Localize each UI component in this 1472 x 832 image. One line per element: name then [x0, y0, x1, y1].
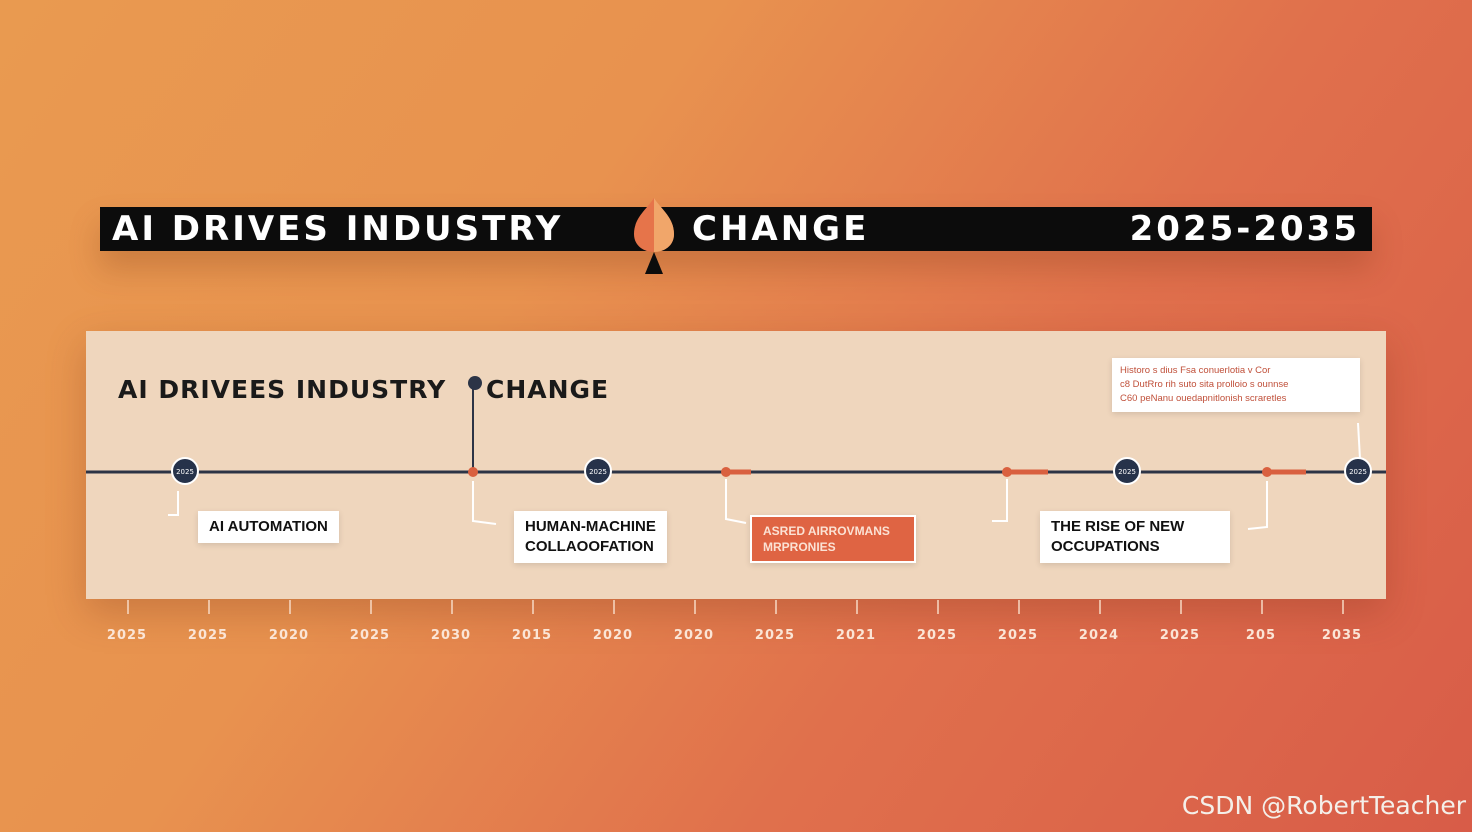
axis-tick [1342, 600, 1344, 614]
axis-tick [937, 600, 939, 614]
axis-tick [289, 600, 291, 614]
connector [168, 491, 179, 516]
note-line: Historo s dius Fsa conuerlotia v Cor [1120, 365, 1271, 376]
timeline-node: 2025 [584, 457, 612, 485]
milestone-highlighted: ASRED AIRROVMANS MRPRONIES [750, 515, 916, 563]
axis-tick [1261, 600, 1263, 614]
axis-year-label: 2035 [1321, 628, 1363, 643]
panel-title-end: CHANGE [486, 375, 610, 404]
accent-dot [1002, 467, 1012, 477]
timeline-panel: AI DRIVEES INDUSTRY CHANGE 2025 2025 202… [86, 331, 1386, 599]
axis-year-label: 2025 [1159, 628, 1201, 643]
axis-tick [1180, 600, 1182, 614]
axis-year-label: 2024 [1078, 628, 1120, 643]
note-box: Historo s dius Fsa conuerlotia v Cor c8 … [1112, 358, 1360, 412]
panel-title: AI DRIVEES INDUSTRY [118, 375, 447, 404]
milestone-label-line: HUMAN-MACHINE [525, 518, 656, 535]
timeline-node: 2025 [1344, 457, 1372, 485]
axis-tick [613, 600, 615, 614]
connector [992, 479, 1008, 522]
pin-dot [468, 467, 478, 477]
pin-head [468, 376, 482, 390]
note-line: c8 DutRro rih suto sita prolloio s ounns… [1120, 379, 1289, 390]
node-label: 2025 [176, 468, 194, 476]
milestone-label-line: MRPRONIES [763, 540, 836, 554]
axis-tick [694, 600, 696, 614]
title-banner: AI DRIVES INDUSTRY CHANGE 2025-2035 [100, 207, 1372, 251]
milestone-human-machine: HUMAN-MACHINE COLLAOOFATION [514, 511, 667, 563]
banner-title-end: CHANGE [692, 209, 870, 249]
accent-dot [721, 467, 731, 477]
flame-icon [634, 198, 674, 274]
milestone-label-line: ASRED AIRROVMANS [763, 524, 890, 538]
axis-year-label: 2025 [187, 628, 229, 643]
axis-year-label: 2025 [106, 628, 148, 643]
year-axis: 2025 2025 2020 2025 2030 2015 2020 2020 2025 2021… [0, 600, 1472, 660]
axis-tick [451, 600, 453, 614]
milestone-label: AI AUTOMATION [209, 518, 328, 535]
banner-years: 2025-2035 [1129, 209, 1360, 249]
note-line: C60 peNanu ouedapnitlonish scraretles [1120, 393, 1287, 404]
axis-year-label: 2025 [997, 628, 1039, 643]
connector [1357, 422, 1361, 460]
timeline-node: 2025 [1113, 457, 1141, 485]
axis-tick [775, 600, 777, 614]
milestone-label-line: OCCUPATIONS [1051, 538, 1160, 555]
axis-year-label: 2025 [916, 628, 958, 643]
timeline-graphic: 2025 2025 2025 2025 [86, 376, 1386, 530]
node-label: 2025 [589, 468, 607, 476]
timeline-node: 2025 [171, 457, 199, 485]
connector [472, 481, 497, 525]
node-label: 2025 [1349, 468, 1367, 476]
axis-tick [370, 600, 372, 614]
axis-tick [856, 600, 858, 614]
axis-year-label: 2020 [268, 628, 310, 643]
banner-title: AI DRIVES INDUSTRY [112, 209, 564, 249]
connector [1247, 481, 1268, 530]
milestone-new-occupations: THE RISE OF NEW OCCUPATIONS [1040, 511, 1230, 563]
node-label: 2025 [1118, 468, 1136, 476]
axis-year-label: 2020 [592, 628, 634, 643]
axis-tick [208, 600, 210, 614]
axis-year-label: 2020 [673, 628, 715, 643]
axis-tick [127, 600, 129, 614]
milestone-label-line: COLLAOOFATION [525, 538, 654, 555]
accent-dot [1262, 467, 1272, 477]
axis-tick [1018, 600, 1020, 614]
axis-year-label: 2025 [349, 628, 391, 643]
axis-year-label: 2030 [430, 628, 472, 643]
watermark: CSDN @RobertTeacher [1181, 791, 1466, 820]
axis-tick [1099, 600, 1101, 614]
axis-year-label: 205 [1245, 628, 1277, 643]
milestone-label-line: THE RISE OF NEW [1051, 518, 1185, 535]
axis-year-label: 2015 [511, 628, 553, 643]
axis-tick [532, 600, 534, 614]
axis-year-label: 2025 [754, 628, 796, 643]
connector [725, 479, 747, 524]
axis-year-label: 2021 [835, 628, 877, 643]
milestone-ai-automation: AI AUTOMATION [198, 511, 339, 543]
